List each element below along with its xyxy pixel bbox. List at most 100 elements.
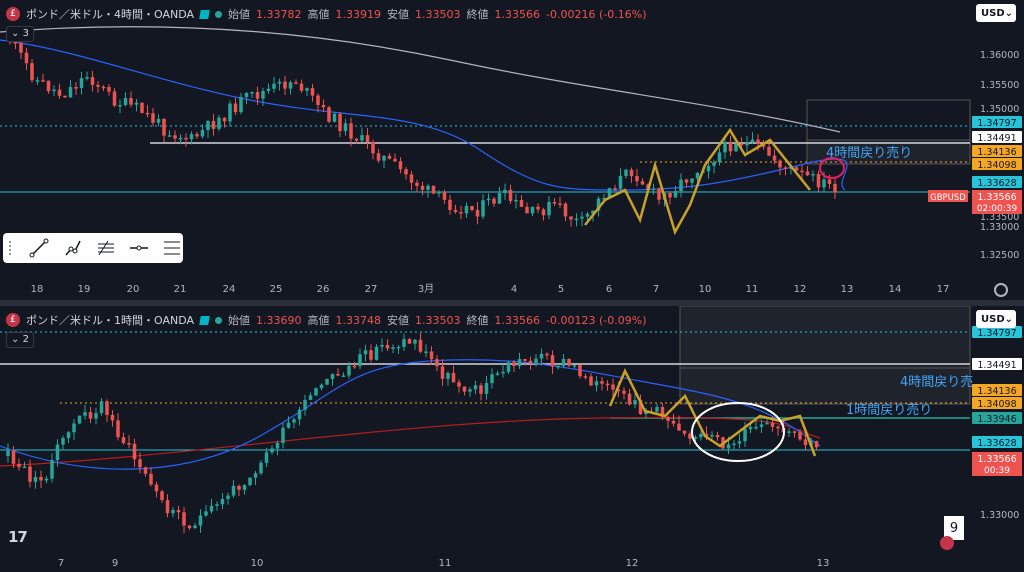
price-tag-bg xyxy=(972,145,1022,157)
candle-body xyxy=(149,473,153,485)
indicators-toggle-1h[interactable]: ⌄ 2 xyxy=(6,332,34,348)
candle-body xyxy=(693,437,698,439)
candle-body xyxy=(563,203,568,217)
candle-body xyxy=(242,485,247,490)
candle-body xyxy=(506,362,511,372)
candle-body xyxy=(294,82,298,84)
trend-line-tool-icon[interactable] xyxy=(29,237,50,259)
price-axis-label: 1.33500 xyxy=(980,212,1019,223)
price-tag: 1.34797 xyxy=(977,118,1016,129)
symbol-title-1h[interactable]: ポンド／米ドル・1時間・OANDA xyxy=(26,314,195,327)
fib-tool-icon[interactable] xyxy=(95,237,116,259)
chart-4h-canvas[interactable]: 4時間戻り売り 1.36000 1.35500 1.35000 1.335001.330… xyxy=(0,0,1024,300)
candle-body xyxy=(501,371,505,374)
currency-select-4h[interactable]: USD ⌄ xyxy=(976,4,1016,22)
zone-box xyxy=(806,99,971,141)
chart-pane-4h[interactable]: 4時間戻り売り 1.36000 1.35500 1.35000 1.33500 1.330… xyxy=(0,0,1024,300)
candle-body xyxy=(426,185,430,190)
candle-body xyxy=(292,419,296,423)
candle-body xyxy=(371,142,375,154)
indicators-toggle-4h[interactable]: ⌄ 3 xyxy=(6,26,34,42)
candle-body xyxy=(404,169,408,175)
candle-body xyxy=(657,188,661,200)
candle-body xyxy=(162,118,166,136)
candle-body xyxy=(231,485,236,496)
gbp-usd-flag-icon: £ xyxy=(6,313,20,327)
symbol-title-4h[interactable]: ポンド／米ドル・4時間・OANDA xyxy=(26,8,195,21)
candle-body xyxy=(833,183,837,193)
time-axis-label: 11 xyxy=(439,558,452,569)
candle-body xyxy=(165,500,170,514)
candle-body xyxy=(640,181,645,185)
pane-divider[interactable] xyxy=(0,300,1024,306)
candle-body xyxy=(787,431,791,433)
candle-body xyxy=(484,383,489,394)
time-axis-label: 13 xyxy=(841,284,854,295)
candle-body xyxy=(396,346,401,349)
candle-body xyxy=(308,395,313,400)
drag-handle-icon[interactable] xyxy=(9,241,17,255)
price-tag-bg xyxy=(972,176,1022,188)
candle-body xyxy=(99,401,104,414)
notification-badge[interactable]: 9 xyxy=(944,516,964,540)
candle-body xyxy=(222,117,227,122)
chart-1h-canvas[interactable]: 4時間戻り売 1時間戻り売り 1.33000 1.34797 1.34491 1.3413… xyxy=(0,306,1024,572)
candle-body xyxy=(261,91,265,99)
candle-body xyxy=(72,423,76,433)
candle-body xyxy=(415,182,419,186)
candle-body xyxy=(811,173,815,176)
close-label: 終値 xyxy=(466,8,489,21)
bookmark-icon[interactable] xyxy=(199,315,210,325)
bookmark-icon[interactable] xyxy=(199,9,210,19)
candle-body xyxy=(569,216,573,220)
currency-select-1h[interactable]: USD ⌄ xyxy=(976,310,1016,328)
candle-body xyxy=(310,88,315,96)
candle-body xyxy=(561,359,566,366)
candle-body xyxy=(459,212,463,214)
price-axis-label: 1.35500 xyxy=(980,80,1019,91)
drawing-toolbar xyxy=(3,233,183,263)
candle-body xyxy=(682,430,687,434)
candle-body xyxy=(253,473,258,478)
candle-body xyxy=(118,104,122,107)
open-value: 1.33782 xyxy=(256,7,302,21)
candle-body xyxy=(424,351,428,354)
candle-body xyxy=(327,107,331,122)
close-value: 1.33566 xyxy=(494,7,541,21)
currency-label: USD xyxy=(981,313,1005,325)
candle-body xyxy=(726,444,731,449)
price-tag: 1.34098 xyxy=(977,399,1016,410)
candle-body xyxy=(618,175,623,189)
price-tag: 1.34797 xyxy=(977,328,1016,339)
candle-body xyxy=(154,484,159,492)
levels-tool-icon[interactable] xyxy=(162,237,183,259)
low-value: 1.33503 xyxy=(415,7,461,21)
candle-body xyxy=(13,42,18,44)
candle-body xyxy=(429,351,434,360)
annotation-4h: 4時間戻り売 xyxy=(900,374,973,390)
candle-body xyxy=(803,439,808,446)
candle-body xyxy=(61,438,65,445)
candle-body xyxy=(237,485,241,490)
candle-body xyxy=(145,112,150,115)
candle-body xyxy=(767,146,771,156)
candle-body xyxy=(468,389,472,392)
candle-body xyxy=(200,130,205,137)
high-label: 高値 xyxy=(307,314,330,327)
alert-icon[interactable] xyxy=(940,536,954,550)
chart-pane-1h[interactable]: 4時間戻り売 1時間戻り売り 1.33000 1.34797 1.34491 1.3413… xyxy=(0,306,1024,572)
candle-body xyxy=(79,78,84,89)
candle-body xyxy=(671,420,676,424)
candle-body xyxy=(534,358,538,364)
candle-body xyxy=(666,416,670,421)
gear-icon[interactable] xyxy=(994,283,1008,297)
candle-body xyxy=(171,510,175,514)
candle-body xyxy=(523,358,527,361)
price-axis-label: 1.32500 xyxy=(980,250,1019,261)
price-tag-bg xyxy=(972,326,1022,338)
open-label: 始値 xyxy=(228,314,251,327)
horizontal-line-tool-icon[interactable] xyxy=(129,237,150,259)
ray-tool-icon[interactable] xyxy=(62,237,83,259)
candle-body xyxy=(706,165,711,172)
last-price-tag: 1.33566 xyxy=(977,192,1016,203)
